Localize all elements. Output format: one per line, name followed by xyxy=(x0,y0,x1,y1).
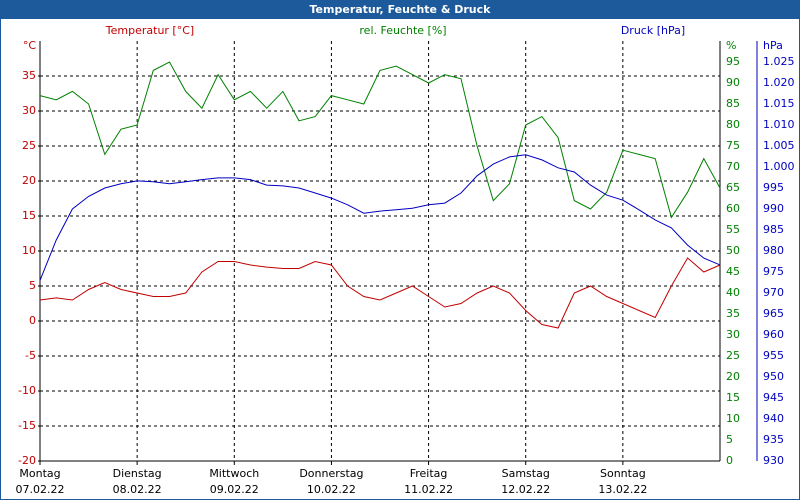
date-label: 12.02.22 xyxy=(501,483,550,496)
y-tick-label: 30 xyxy=(22,104,36,117)
date-label: 11.02.22 xyxy=(404,483,453,496)
y2-tick-label: 35 xyxy=(726,307,740,320)
y3-tick-label: 1.020 xyxy=(763,76,795,89)
y2-tick-label: 85 xyxy=(726,97,740,110)
y3-tick-label: 970 xyxy=(763,286,784,299)
legend-label: Druck [hPa] xyxy=(621,24,685,37)
day-label: Mittwoch xyxy=(209,467,259,480)
day-label: Montag xyxy=(19,467,60,480)
y3-tick-label: 1.010 xyxy=(763,118,795,131)
date-label: 09.02.22 xyxy=(210,483,259,496)
y3-tick-label: 930 xyxy=(763,454,784,467)
y-tick-label: -5 xyxy=(25,349,36,362)
y2-tick-label: 45 xyxy=(726,265,740,278)
y2-tick-label: 25 xyxy=(726,349,740,362)
y2-tick-label: 95 xyxy=(726,55,740,68)
y3-tick-label: 960 xyxy=(763,328,784,341)
y-unit: °C xyxy=(23,39,37,52)
day-label: Freitag xyxy=(410,467,448,480)
y-tick-label: 10 xyxy=(22,244,36,257)
title-bar xyxy=(0,0,800,19)
day-label: Donnerstag xyxy=(299,467,363,480)
series-line xyxy=(39,61,721,219)
y-tick-label: 15 xyxy=(22,209,36,222)
y3-tick-label: 955 xyxy=(763,349,784,362)
y-tick-label: 25 xyxy=(22,139,36,152)
y2-tick-label: 30 xyxy=(726,328,740,341)
y2-tick-label: 5 xyxy=(726,433,733,446)
day-label: Samstag xyxy=(502,467,550,480)
y2-tick-label: 0 xyxy=(726,454,733,467)
y3-tick-label: 990 xyxy=(763,202,784,215)
date-label: 08.02.22 xyxy=(113,483,162,496)
y3-tick-label: 995 xyxy=(763,181,784,194)
y-tick-label: -10 xyxy=(18,384,36,397)
y-tick-label: 20 xyxy=(22,174,36,187)
day-label: Sonntag xyxy=(600,467,646,480)
y-tick-label: 35 xyxy=(22,69,36,82)
y3-tick-label: 965 xyxy=(763,307,784,320)
y3-tick-label: 985 xyxy=(763,223,784,236)
y2-tick-label: 75 xyxy=(726,139,740,152)
y3-tick-label: 980 xyxy=(763,244,784,257)
y2-tick-label: 20 xyxy=(726,370,740,383)
date-label: 10.02.22 xyxy=(307,483,356,496)
series-line xyxy=(39,154,721,281)
y3-tick-label: 975 xyxy=(763,265,784,278)
y3-tick-label: 1.015 xyxy=(763,97,795,110)
y3-tick-label: 935 xyxy=(763,433,784,446)
y-tick-label: -20 xyxy=(18,454,36,467)
chart-title: Temperatur, Feuchte & Druck xyxy=(310,3,492,16)
y-tick-label: -15 xyxy=(18,419,36,432)
y3-tick-label: 1.000 xyxy=(763,160,795,173)
y2-tick-label: 90 xyxy=(726,76,740,89)
y2-tick-label: 65 xyxy=(726,181,740,194)
y2-tick-label: 80 xyxy=(726,118,740,131)
y-tick-label: 0 xyxy=(29,314,36,327)
y2-tick-label: 50 xyxy=(726,244,740,257)
y2-tick-label: 10 xyxy=(726,412,740,425)
y3-unit: hPa xyxy=(763,39,783,52)
y2-tick-label: 15 xyxy=(726,391,740,404)
date-label: 07.02.22 xyxy=(16,483,65,496)
y2-unit: % xyxy=(726,39,736,52)
y3-tick-label: 945 xyxy=(763,391,784,404)
day-label: Dienstag xyxy=(113,467,162,480)
date-label: 13.02.22 xyxy=(598,483,647,496)
y2-tick-label: 55 xyxy=(726,223,740,236)
legend-label: rel. Feuchte [%] xyxy=(359,24,446,37)
y3-tick-label: 940 xyxy=(763,412,784,425)
series-line xyxy=(39,257,721,329)
y3-tick-label: 1.025 xyxy=(763,55,795,68)
y2-tick-label: 60 xyxy=(726,202,740,215)
legend-label: Temperatur [°C] xyxy=(105,24,194,37)
y2-tick-label: 70 xyxy=(726,160,740,173)
y-tick-label: 5 xyxy=(29,279,36,292)
y2-tick-label: 40 xyxy=(726,286,740,299)
y3-tick-label: 950 xyxy=(763,370,784,383)
y3-tick-label: 1.005 xyxy=(763,139,795,152)
